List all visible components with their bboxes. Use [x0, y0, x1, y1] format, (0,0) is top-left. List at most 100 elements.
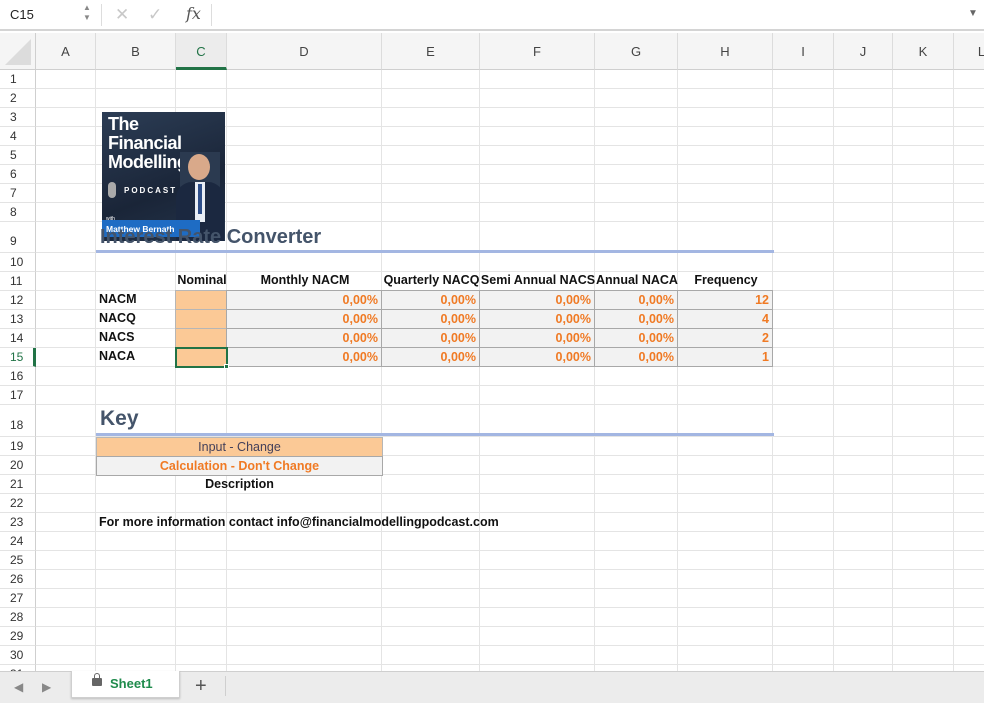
gridline — [772, 70, 773, 671]
column-label: Annual NACA — [596, 273, 678, 287]
column-header-k[interactable]: K — [893, 33, 954, 70]
key-underline — [96, 433, 774, 436]
column-label: Nominal — [177, 273, 227, 287]
column-header-h[interactable]: H — [678, 33, 773, 70]
row-header-11[interactable]: 11 — [0, 272, 36, 291]
expand-formula-bar-icon[interactable]: ▼ — [968, 8, 978, 19]
gridline — [36, 607, 984, 608]
gridline — [36, 512, 984, 513]
logo-text: Financial — [108, 133, 182, 153]
row-header-28[interactable]: 28 — [0, 608, 36, 627]
sheet-tab-bar: ◀ ▶ Sheet1 + — [0, 671, 984, 703]
column-label: Frequency — [694, 273, 758, 287]
row-header-16[interactable]: 16 — [0, 367, 36, 386]
gridline — [677, 70, 678, 671]
calculated-rate-cell: 0,00% — [594, 290, 678, 310]
enter-check-icon[interactable]: ✓ — [148, 5, 163, 24]
column-header-l[interactable]: L — [954, 33, 984, 70]
row-header-5[interactable]: 5 — [0, 146, 36, 165]
fill-handle[interactable] — [224, 364, 229, 369]
prev-sheet-arrow-icon[interactable]: ◀ — [14, 680, 24, 694]
row-header-9[interactable]: 9 — [0, 222, 36, 253]
gridline — [36, 588, 984, 589]
key-calc-cell[interactable]: Calculation - Don't Change — [96, 456, 383, 476]
nominal-rate-input[interactable] — [175, 328, 227, 348]
row-header-1[interactable]: 1 — [0, 70, 36, 89]
page-title: Interest Rate Converter — [100, 226, 322, 248]
key-input-cell[interactable]: Input - Change — [96, 437, 383, 457]
row-header-4[interactable]: 4 — [0, 127, 36, 146]
column-header-b[interactable]: B — [96, 33, 176, 70]
gridline — [36, 107, 984, 108]
row-header-17[interactable]: 17 — [0, 386, 36, 405]
row-header-20[interactable]: 20 — [0, 456, 36, 475]
next-sheet-arrow-icon[interactable]: ▶ — [42, 680, 52, 694]
cancel-x-icon[interactable]: ✕ — [115, 5, 130, 24]
gridline — [36, 493, 984, 494]
calculated-rate-cell: 0,00% — [594, 347, 678, 367]
row-header-6[interactable]: 6 — [0, 165, 36, 184]
name-box-stepper-icon[interactable]: ▲ ▼ — [83, 3, 91, 22]
column-header-a[interactable]: A — [36, 33, 96, 70]
column-header-e[interactable]: E — [382, 33, 480, 70]
select-all-corner[interactable] — [0, 33, 36, 70]
sheet-tab-sheet1[interactable]: Sheet1 — [71, 671, 180, 698]
divider — [101, 4, 102, 26]
gridline — [175, 70, 176, 671]
column-header-g[interactable]: G — [595, 33, 678, 70]
row-header-13[interactable]: 13 — [0, 310, 36, 329]
nominal-rate-input[interactable] — [175, 290, 227, 310]
row-header-18[interactable]: 18 — [0, 405, 36, 437]
column-header-i[interactable]: I — [773, 33, 834, 70]
row-header-23[interactable]: 23 — [0, 513, 36, 532]
add-sheet-plus-icon[interactable]: + — [195, 675, 207, 697]
name-box[interactable]: C15 — [10, 7, 34, 22]
row-header-7[interactable]: 7 — [0, 184, 36, 203]
column-label: Quarterly NACQ — [383, 273, 480, 287]
row-header-29[interactable]: 29 — [0, 627, 36, 646]
column-header-d[interactable]: D — [227, 33, 382, 70]
row-header-14[interactable]: 14 — [0, 329, 36, 348]
row-header-10[interactable]: 10 — [0, 253, 36, 272]
divider — [225, 676, 226, 696]
calculated-rate-cell: 0,00% — [479, 328, 595, 348]
row-header-19[interactable]: 19 — [0, 437, 36, 456]
gridline — [36, 569, 984, 570]
row-header-8[interactable]: 8 — [0, 203, 36, 222]
column-label: Semi Annual NACS — [480, 273, 596, 287]
row-header-30[interactable]: 30 — [0, 646, 36, 665]
frequency-cell: 2 — [677, 328, 773, 348]
frequency-cell: 12 — [677, 290, 773, 310]
podcast-logo-image: The Financial Modelling PODCAST with Matth… — [102, 112, 225, 241]
gridline — [36, 436, 984, 437]
row-header-12[interactable]: 12 — [0, 291, 36, 310]
gridline — [36, 474, 984, 475]
row-header-24[interactable]: 24 — [0, 532, 36, 551]
key-title: Key — [100, 407, 139, 430]
nominal-rate-input[interactable] — [175, 309, 227, 329]
formula-input[interactable] — [216, 4, 956, 26]
calculated-rate-cell: 0,00% — [226, 290, 382, 310]
row-header-15[interactable]: 15 — [0, 348, 36, 367]
row-header-3[interactable]: 3 — [0, 108, 36, 127]
row-header-21[interactable]: 21 — [0, 475, 36, 494]
gridline — [594, 70, 595, 671]
gridline — [36, 145, 984, 146]
fx-icon[interactable]: fx — [186, 4, 201, 23]
row-header-27[interactable]: 27 — [0, 589, 36, 608]
calculated-rate-cell: 0,00% — [381, 309, 480, 329]
gridline — [36, 531, 984, 532]
row-header-25[interactable]: 25 — [0, 551, 36, 570]
gridline — [36, 455, 984, 456]
select-all-triangle-icon — [5, 39, 31, 65]
row-header-31[interactable]: 31 — [0, 665, 36, 671]
column-header-f[interactable]: F — [480, 33, 595, 70]
column-header-c[interactable]: C — [176, 33, 227, 70]
row-header-2[interactable]: 2 — [0, 89, 36, 108]
gridline — [36, 164, 984, 165]
row-header-22[interactable]: 22 — [0, 494, 36, 513]
column-header-j[interactable]: J — [834, 33, 893, 70]
frequency-cell: 1 — [677, 347, 773, 367]
row-header-26[interactable]: 26 — [0, 570, 36, 589]
